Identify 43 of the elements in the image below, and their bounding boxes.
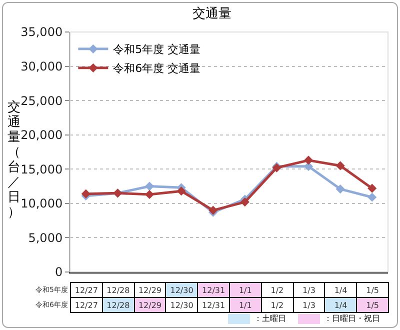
category-label: 1/2 [270, 300, 284, 310]
text: ：土曜日 [254, 313, 286, 324]
x-tick-label: 1/4 [324, 282, 357, 298]
legend-label: 令和5年度 交通量 [113, 43, 201, 56]
category-label: 12/31 [202, 300, 226, 310]
x-tick-label: 1/5 [356, 282, 388, 298]
category-label: 12/29 [138, 300, 162, 310]
category-label: 12/27 [74, 300, 98, 310]
y-tick-label: 10,000 [20, 196, 63, 211]
x-tick-label: 1/1 [229, 282, 262, 298]
category-label: 12/30 [170, 300, 194, 310]
x-tick-label: 12/28 [102, 282, 134, 298]
category-label: 1/4 [334, 300, 348, 310]
category-label: 1/3 [302, 300, 316, 310]
y-tick-label: 15,000 [20, 162, 63, 176]
y-tick-label: 30,000 [20, 59, 63, 74]
x-tick-label: 12/31 [198, 282, 230, 298]
chart-title: 交通量 [192, 5, 232, 22]
category-label: 1/1 [238, 300, 252, 310]
x-tick-label: 1/2 [261, 282, 294, 298]
y-tick-label: 25,000 [20, 94, 63, 108]
point [144, 190, 154, 200]
point [144, 182, 154, 191]
category-label: 12/28 [106, 300, 130, 310]
text: ：日曜日・祝日 [324, 313, 380, 324]
point [336, 161, 345, 170]
y-tick-label: 35,000 [20, 25, 63, 40]
legend-label: 令和6年度 交通量 [113, 62, 201, 76]
point [240, 198, 250, 207]
y-tick-label: 0 [54, 265, 63, 280]
point [336, 184, 345, 194]
x-tick-label: 12/30 [166, 282, 198, 298]
x-tick-label: 1/3 [293, 282, 325, 298]
point [304, 156, 314, 165]
x-tick-label: 12/29 [134, 282, 166, 298]
point [368, 192, 377, 202]
point [176, 186, 186, 196]
point [368, 184, 377, 193]
x-tick-label: 12/27 [70, 282, 102, 298]
y-tick-label: 20,000 [20, 128, 63, 142]
y-tick-label: 5,000 [28, 230, 63, 245]
category-label: 1/5 [366, 300, 379, 310]
y-axis-title: 交通量（台／日） [6, 100, 22, 220]
